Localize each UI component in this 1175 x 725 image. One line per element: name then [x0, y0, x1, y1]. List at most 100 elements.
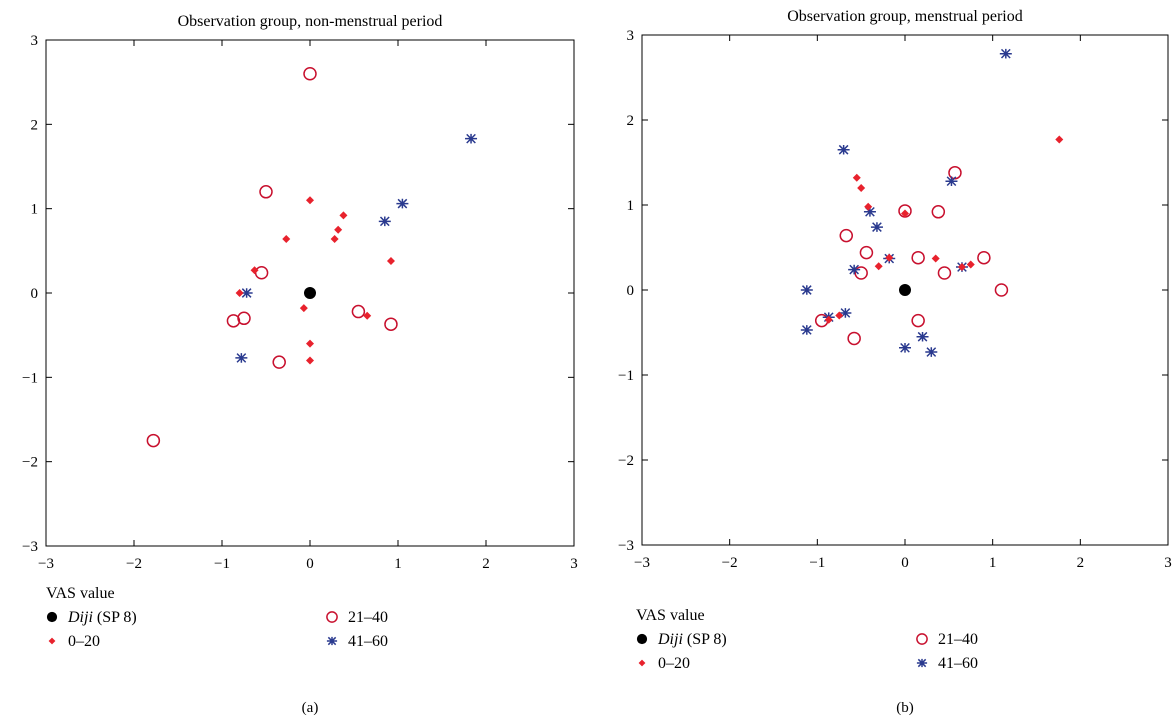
legend-label-low: 0–20 — [68, 633, 100, 650]
data-point-low — [235, 289, 244, 297]
legend-title: VAS value — [636, 607, 705, 624]
data-point-high — [925, 347, 938, 357]
data-point-mid — [854, 266, 868, 280]
x-tick-label: 2 — [482, 556, 490, 572]
legend-marker-diji — [46, 611, 58, 623]
y-tick-label: 1 — [31, 202, 39, 218]
x-tick-label: −2 — [722, 555, 738, 571]
legend-marker-high — [326, 636, 338, 646]
data-point-low — [864, 202, 873, 211]
legend-marker-low — [638, 659, 646, 667]
y-tick-label: 1 — [627, 198, 635, 214]
data-point-low — [1055, 135, 1064, 144]
legend-label-high: 41–60 — [348, 633, 388, 650]
data-point-high — [240, 288, 253, 298]
x-tick-label: 1 — [394, 556, 402, 572]
data-point-high — [870, 222, 883, 232]
y-tick-label: −3 — [618, 538, 634, 554]
y-tick-label: 3 — [31, 33, 39, 49]
data-point-high — [945, 176, 958, 187]
data-point-mid — [237, 311, 251, 326]
x-tick-label: −1 — [214, 556, 230, 572]
data-point-high — [800, 325, 813, 335]
data-point-low — [250, 266, 259, 275]
data-point-high — [800, 285, 813, 295]
y-tick-label: −1 — [618, 368, 634, 384]
data-point-high — [848, 264, 861, 275]
data-point-mid — [859, 245, 874, 260]
legend-title: VAS value — [46, 585, 115, 602]
data-point-high — [378, 216, 391, 227]
y-tick-label: −2 — [618, 453, 634, 469]
data-point-low — [957, 263, 966, 272]
legend-marker-mid — [326, 611, 338, 623]
data-point-mid — [146, 433, 161, 448]
y-tick-label: −1 — [22, 370, 38, 386]
data-point-high — [465, 133, 478, 144]
data-point-high — [837, 144, 850, 155]
legend-label-diji: Diji (SP 8) — [67, 609, 137, 626]
legend-label-mid: 21–40 — [348, 609, 388, 626]
y-tick-label: 0 — [31, 286, 39, 302]
chart-title: Observation group, non-menstrual period — [178, 13, 443, 30]
legend-label-low: 0–20 — [658, 655, 690, 672]
x-tick-label: 1 — [989, 555, 997, 571]
data-point-mid — [847, 331, 861, 346]
data-point-low — [857, 184, 866, 192]
data-point-mid — [351, 304, 366, 319]
legend-label-mid: 21–40 — [938, 631, 978, 648]
legend-marker-diji — [636, 633, 648, 645]
y-tick-label: 2 — [627, 113, 635, 129]
x-tick-label: −1 — [809, 555, 825, 571]
data-point-low — [339, 211, 348, 220]
data-point-mid — [977, 250, 991, 265]
x-tick-label: −2 — [126, 556, 142, 572]
x-tick-label: 0 — [901, 555, 909, 571]
x-tick-label: 0 — [306, 556, 314, 572]
scatter-panel-b: Observation group, menstrual period −3 −2 −… — [618, 8, 1172, 716]
data-point-low — [852, 173, 861, 182]
data-point-low — [874, 262, 883, 271]
y-tick-label: −3 — [22, 539, 38, 555]
data-point-diji — [304, 287, 316, 299]
data-point-mid — [994, 283, 1009, 297]
data-point-mid — [911, 313, 925, 328]
data-point-high — [863, 206, 876, 217]
data-point-high — [839, 308, 852, 318]
data-point-low — [299, 304, 308, 313]
data-point-low — [885, 253, 894, 262]
data-point-low — [824, 315, 833, 324]
data-point-mid — [226, 314, 241, 328]
data-point-high — [999, 48, 1012, 59]
legend-marker-low — [48, 637, 56, 645]
x-tick-label: −3 — [38, 556, 54, 572]
panel-caption: (b) — [896, 700, 914, 716]
data-point-mid — [931, 205, 946, 219]
x-tick-label: −3 — [634, 555, 650, 571]
data-point-high — [396, 198, 409, 209]
x-tick-label: 3 — [1164, 555, 1172, 571]
y-tick-label: 2 — [31, 117, 39, 133]
legend: VAS value Diji (SP 8) 21–40 0–20 41–60 — [46, 585, 388, 650]
data-point-mid — [937, 266, 952, 280]
data-point-high — [916, 331, 929, 342]
data-point-mid — [259, 185, 273, 199]
y-tick-label: 0 — [627, 283, 635, 299]
data-point-low — [386, 256, 395, 265]
y-tick-label: −2 — [22, 455, 38, 471]
data-point-low — [334, 225, 343, 234]
y-tick-label: 3 — [627, 28, 635, 44]
legend-label-diji: Diji (SP 8) — [657, 631, 727, 648]
data-point-high — [899, 342, 911, 353]
data-point-low — [966, 260, 975, 269]
data-point-low — [901, 209, 909, 218]
data-point-low — [306, 196, 314, 205]
data-point-low — [931, 254, 940, 263]
data-point-mid — [839, 228, 854, 243]
legend-label-high: 41–60 — [938, 655, 978, 672]
data-point-high — [235, 353, 248, 363]
data-point-mid — [384, 317, 398, 331]
x-tick-label: 2 — [1077, 555, 1085, 571]
data-point-mid — [254, 266, 269, 280]
